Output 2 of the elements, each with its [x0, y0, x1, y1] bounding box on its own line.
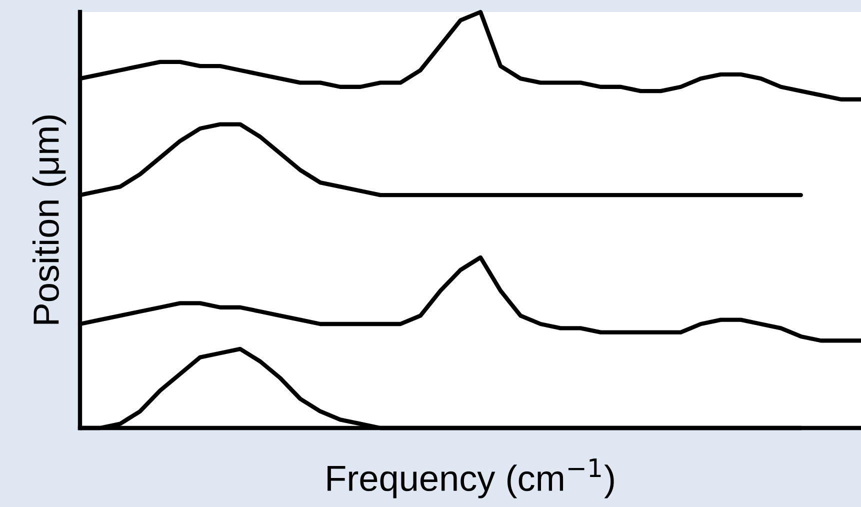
x-axis-title: Frequency (cm$^{−1}$) [328, 458, 614, 498]
y-axis-title: Position (μm) [32, 116, 66, 324]
